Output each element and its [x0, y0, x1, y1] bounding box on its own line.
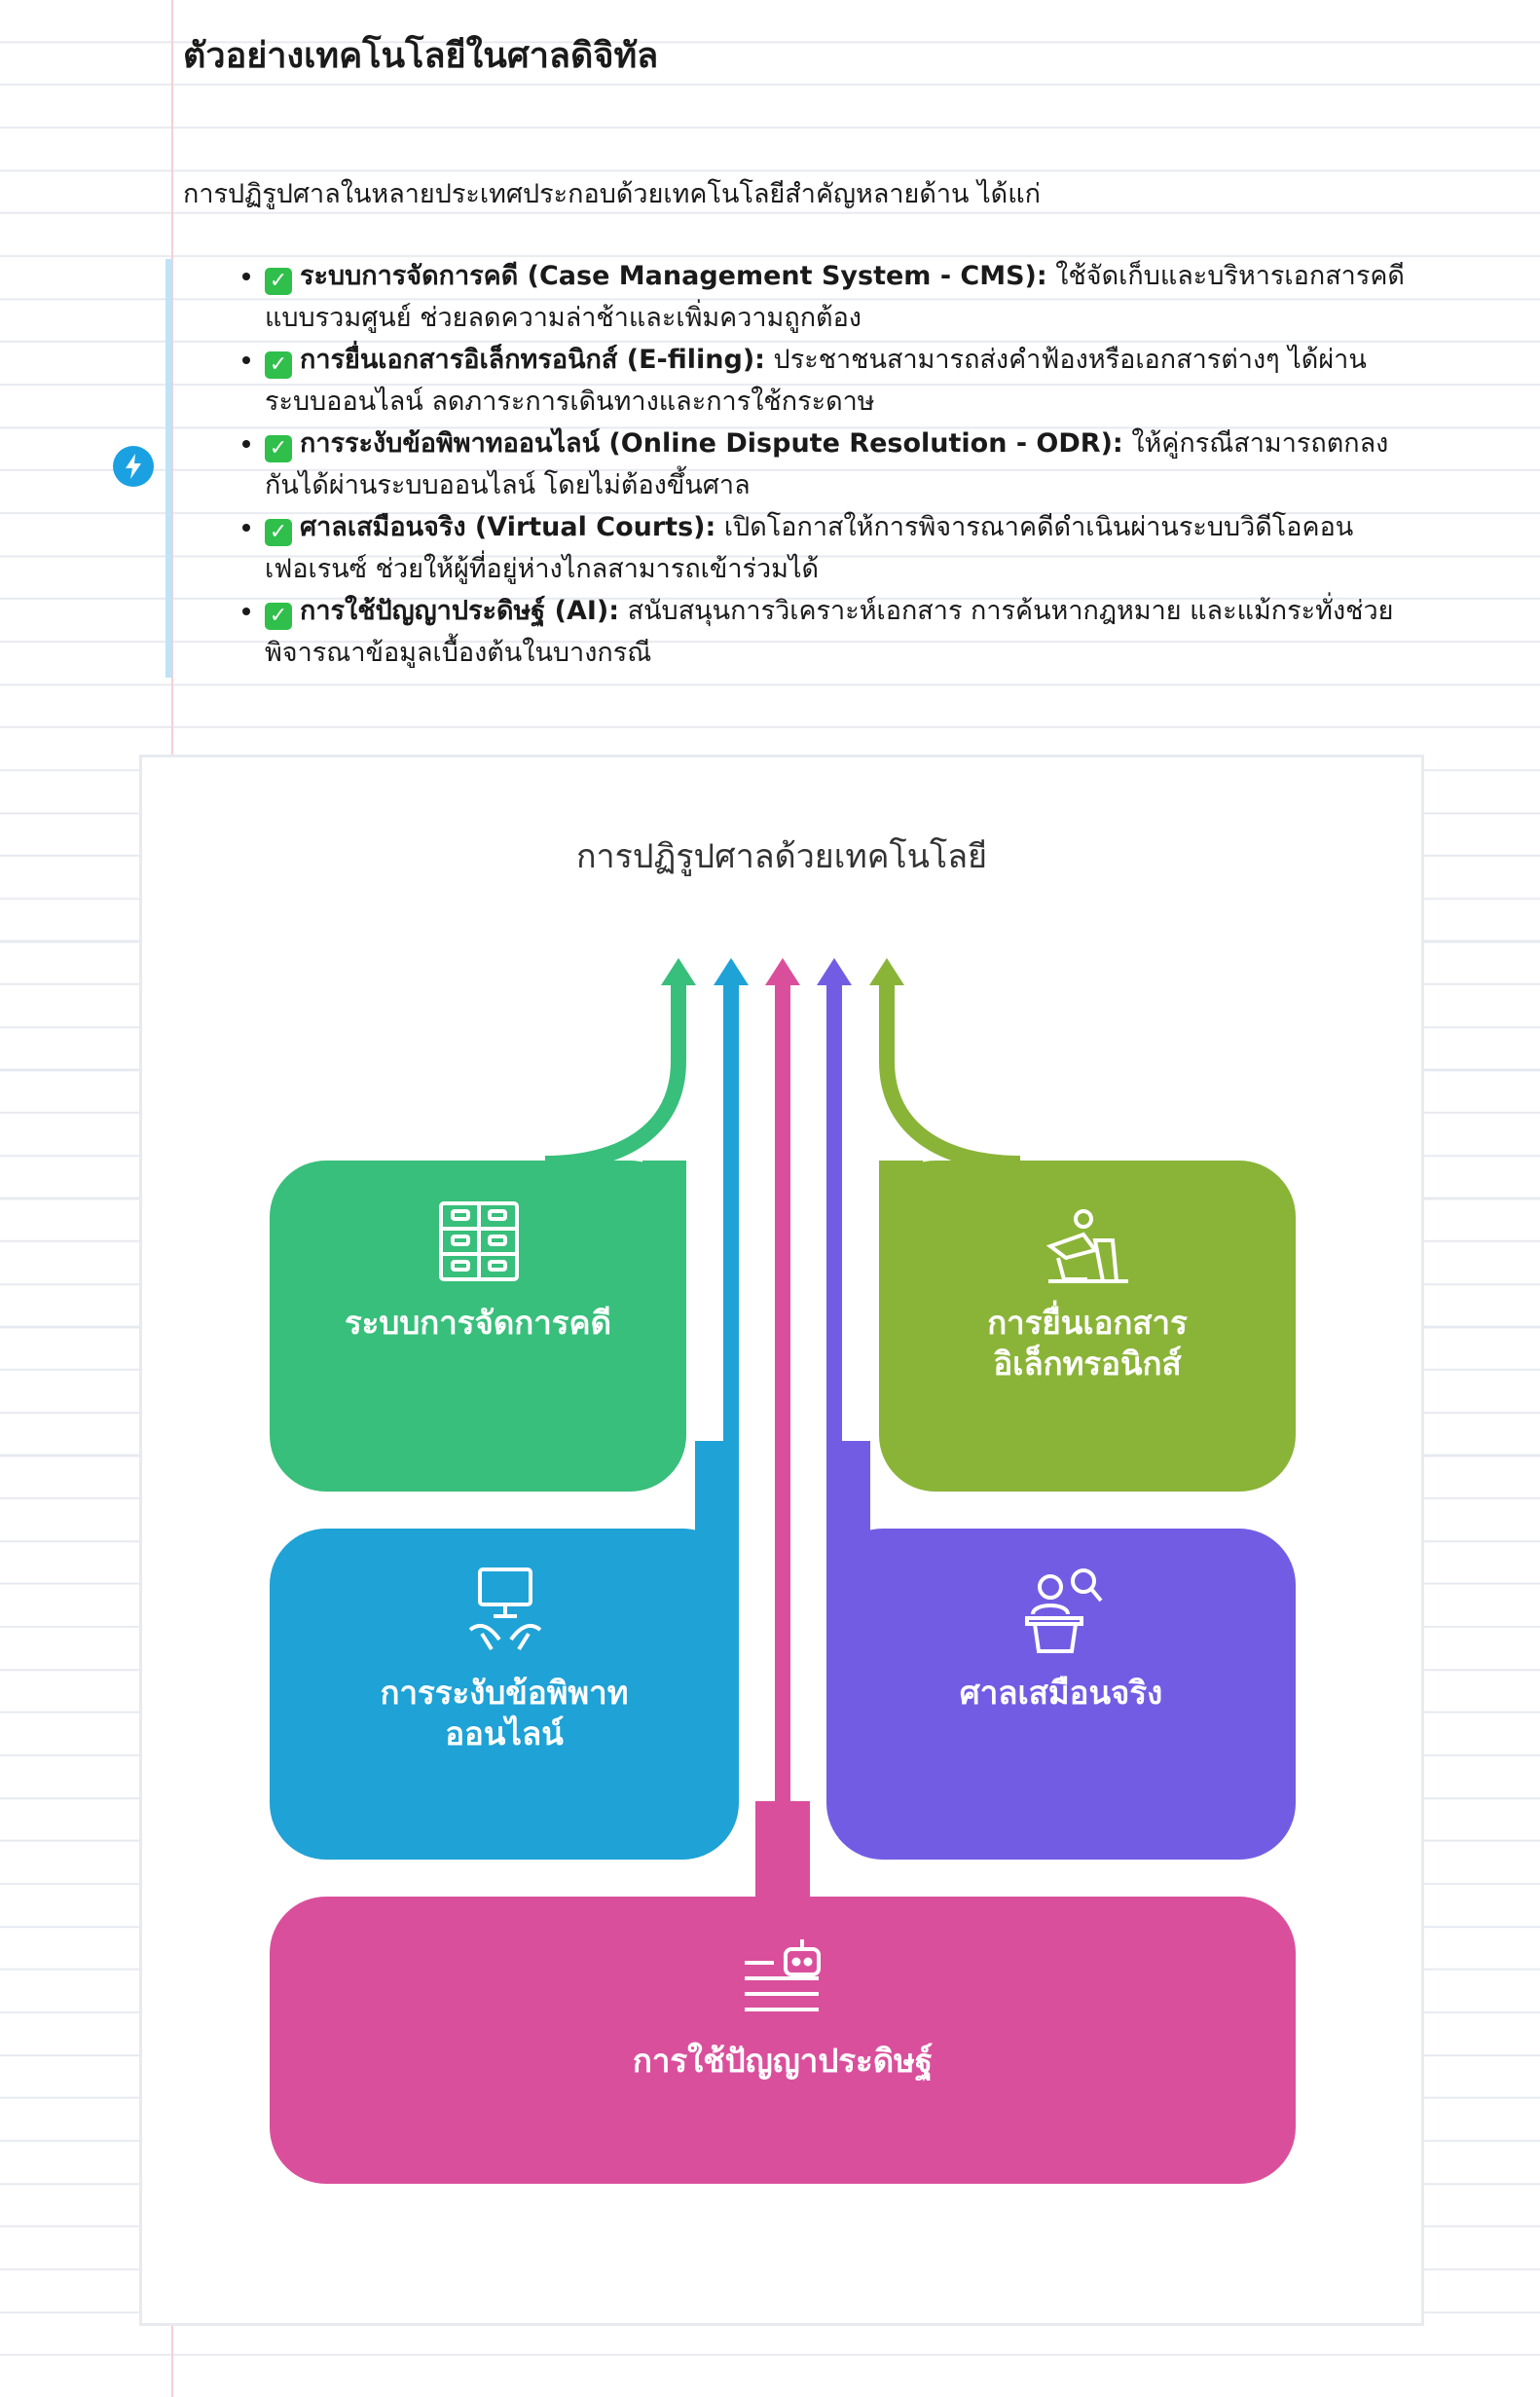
odr-arrowhead	[714, 958, 749, 985]
efiling-connector	[879, 1161, 923, 1336]
odr-label-line2: ออนไลน์	[445, 1715, 564, 1752]
computer-handshake-icon	[468, 1567, 542, 1651]
checkmark-icon: ✓	[265, 351, 292, 379]
odr-box	[270, 1529, 739, 1860]
virtual-connector	[826, 1441, 870, 1616]
item-term: การใช้ปัญญาประดิษฐ์ (AI):	[300, 596, 620, 626]
item-term: ศาลเสมือนจริง (Virtual Courts):	[300, 512, 716, 542]
ai-arrowhead	[765, 958, 800, 985]
ai-connector	[755, 1801, 810, 1928]
odr-connector	[695, 1441, 739, 1616]
checkmark-icon: ✓	[265, 268, 292, 295]
cms-arrow	[544, 976, 686, 1171]
virtual-arrowhead	[817, 958, 852, 985]
item-desc: เปิดโอกาสให้การพิจารณาคดีดำเนินผ่านระบบว…	[265, 512, 1354, 584]
virtual-meeting-icon	[1025, 1568, 1103, 1653]
virtual-label: ศาลเสมือนจริง	[959, 1674, 1163, 1712]
item-desc: ใช้จัดเก็บและบริหารเอกสารคดีแบบรวมศูนย์ …	[265, 261, 1405, 333]
item-term: การยื่นเอกสารอิเล็กทรอนิกส์ (E-filing):	[300, 345, 765, 375]
cms-connector	[642, 1161, 686, 1336]
efiling-arrow	[879, 976, 1021, 1171]
list-item: ✓ ระบบการจัดการคดี (Case Management Syste…	[265, 255, 1413, 339]
efiling-label-line1: การยื่นเอกสาร	[987, 1304, 1188, 1342]
person-desk-icon	[1045, 1209, 1128, 1283]
ai-label: การใช้ปัญญาประดิษฐ์	[632, 2042, 934, 2080]
callout-bar	[165, 259, 172, 678]
diagram-title: การปฏิรูปศาลด้วยเทคโนโลยี	[575, 837, 988, 876]
efiling-label-line2: อิเล็กทรอนิกส์	[993, 1345, 1182, 1383]
lightning-icon[interactable]	[113, 446, 154, 487]
file-cabinet-icon	[439, 1201, 519, 1281]
ai-box	[270, 1897, 1296, 2184]
list-item: ✓ ศาลเสมือนจริง (Virtual Courts): เปิดโอก…	[265, 506, 1413, 590]
virtual-box	[826, 1529, 1296, 1860]
checkmark-icon: ✓	[265, 519, 292, 546]
checkmark-icon: ✓	[265, 603, 292, 630]
checkmark-icon: ✓	[265, 435, 292, 462]
cms-box	[270, 1161, 686, 1492]
list-item: ✓ การใช้ปัญญาประดิษฐ์ (AI): สนับสนุนการวิ…	[265, 590, 1413, 674]
list-item: ✓ การระงับข้อพิพาทออนไลน์ (Online Dispute…	[265, 423, 1413, 506]
odr-label-line1: การระงับข้อพิพาท	[380, 1674, 629, 1712]
page-title: ตัวอย่างเทคโนโลยีในศาลดิจิทัล	[183, 36, 659, 76]
technology-list: ✓ ระบบการจัดการคดี (Case Management Syste…	[230, 255, 1413, 674]
item-desc: ประชาชนสามารถส่งคำฟ้องหรือเอกสารต่างๆ ได…	[265, 345, 1367, 417]
item-desc: สนับสนุนการวิเคราะห์เอกสาร การค้นหากฎหมา…	[265, 596, 1394, 668]
cms-label: ระบบการจัดการคดี	[344, 1304, 612, 1342]
efiling-arrowhead	[869, 958, 904, 985]
robot-document-icon	[745, 1939, 821, 2011]
item-term: ระบบการจัดการคดี (Case Management System…	[300, 261, 1047, 291]
efiling-box	[879, 1161, 1296, 1492]
item-term: การระงับข้อพิพาทออนไลน์ (Online Dispute …	[300, 428, 1123, 459]
intro-paragraph: การปฏิรูปศาลในหลายประเทศประกอบด้วยเทคโนโ…	[183, 179, 1041, 209]
cms-arrowhead	[661, 958, 696, 985]
list-item: ✓ การยื่นเอกสารอิเล็กทรอนิกส์ (E-filing):…	[265, 339, 1413, 423]
item-desc: ให้คู่กรณีสามารถตกลงกันได้ผ่านระบบออนไลน…	[265, 428, 1389, 500]
